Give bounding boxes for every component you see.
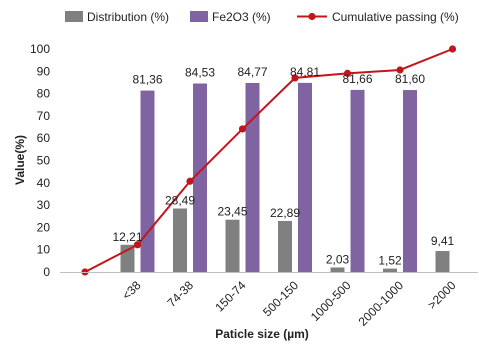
- fe2o3-bar: [140, 90, 155, 272]
- fe2o3-bar: [245, 82, 260, 273]
- data-labels: 12,21 81,36 28,49 84,53 23,45 84,77 22,89 84,81…: [112, 65, 454, 268]
- cumulative-point: [238, 125, 247, 133]
- fe2o3-bar: [298, 82, 312, 272]
- x-tick-label: <38: [119, 278, 144, 303]
- distribution-bar: [278, 220, 292, 272]
- y-tick-label: 100: [30, 42, 50, 56]
- distribution-data-label: 23,45: [217, 205, 247, 219]
- legend-fe2o3: Fe2O3 (%): [190, 10, 271, 24]
- y-tick-label: 80: [37, 87, 51, 101]
- fe2o3-bar: [403, 90, 417, 272]
- legend-label: Fe2O3 (%): [212, 10, 271, 24]
- legend: Distribution (%) Fe2O3 (%) Cumulative pass…: [65, 10, 459, 24]
- legend-marker: [308, 12, 316, 21]
- cumulative-point: [343, 69, 352, 77]
- legend-label: Distribution (%): [87, 10, 169, 24]
- distribution-data-label: 22,89: [270, 206, 300, 220]
- legend-swatch: [190, 11, 208, 22]
- fe2o3-data-label: 81,36: [132, 73, 162, 87]
- cumulative-line: [81, 45, 457, 276]
- fe2o3-data-label: 84,81: [290, 65, 320, 79]
- y-tick-label: 0: [43, 265, 50, 279]
- distribution-bar: [173, 208, 187, 272]
- y-tick-label: 90: [37, 64, 51, 78]
- fe2o3-bar: [193, 83, 207, 272]
- distribution-data-label: 9,41: [431, 234, 455, 248]
- distribution-bar: [330, 267, 345, 272]
- y-tick-label: 20: [37, 220, 51, 234]
- distribution-data-label: 12,21: [112, 230, 142, 244]
- x-tick-label: 74-38: [165, 278, 197, 310]
- fe2o3-data-label: 84,77: [237, 65, 267, 79]
- distribution-data-label: 28,49: [165, 193, 195, 207]
- distribution-bar: [435, 251, 450, 272]
- y-tick-label: 70: [37, 109, 51, 123]
- fe2o3-bar: [350, 89, 365, 273]
- distribution-data-label: 2,03: [326, 252, 350, 266]
- bars: [120, 82, 450, 273]
- legend-cumulative: Cumulative passing (%): [297, 10, 459, 24]
- fe2o3-data-label: 81,66: [342, 72, 372, 86]
- legend-swatch: [65, 11, 83, 22]
- x-tick-label: 2000-1000: [356, 278, 407, 329]
- fe2o3-data-label: 84,53: [185, 65, 215, 79]
- cumulative-point: [291, 74, 299, 82]
- y-tick-label: 10: [37, 243, 51, 257]
- cumulative-series-line: [84, 48, 453, 273]
- x-axis: <38 74-38 150-74 500-150 1000-500 2000-1000 >2…: [60, 272, 478, 329]
- x-axis-title: Paticle size (µm): [215, 327, 309, 341]
- cumulative-point: [448, 45, 457, 53]
- y-tick-label: 30: [37, 198, 51, 212]
- cumulative-point: [133, 241, 142, 249]
- x-tick-label: >2000: [425, 278, 459, 312]
- distribution-bar: [383, 268, 397, 272]
- y-tick-label: 60: [37, 131, 51, 145]
- legend-distribution: Distribution (%): [65, 10, 169, 24]
- fe2o3-data-label: 81,60: [395, 72, 425, 86]
- y-tick-label: 50: [37, 154, 51, 168]
- x-tick-label: 150-74: [212, 278, 249, 315]
- y-tick-label: 40: [37, 176, 51, 190]
- cumulative-point: [186, 177, 194, 185]
- cumulative-point: [396, 66, 404, 74]
- legend-label: Cumulative passing (%): [332, 10, 459, 24]
- distribution-data-label: 1,52: [378, 254, 402, 268]
- distribution-bar: [225, 219, 240, 272]
- y-axis-title: Value(%): [13, 135, 27, 185]
- x-tick-label: 500-150: [260, 278, 301, 319]
- y-axis: 0 10 20 30 40 50 60 70 80 90 100: [30, 42, 50, 279]
- x-tick-label: 1000-500: [308, 278, 354, 324]
